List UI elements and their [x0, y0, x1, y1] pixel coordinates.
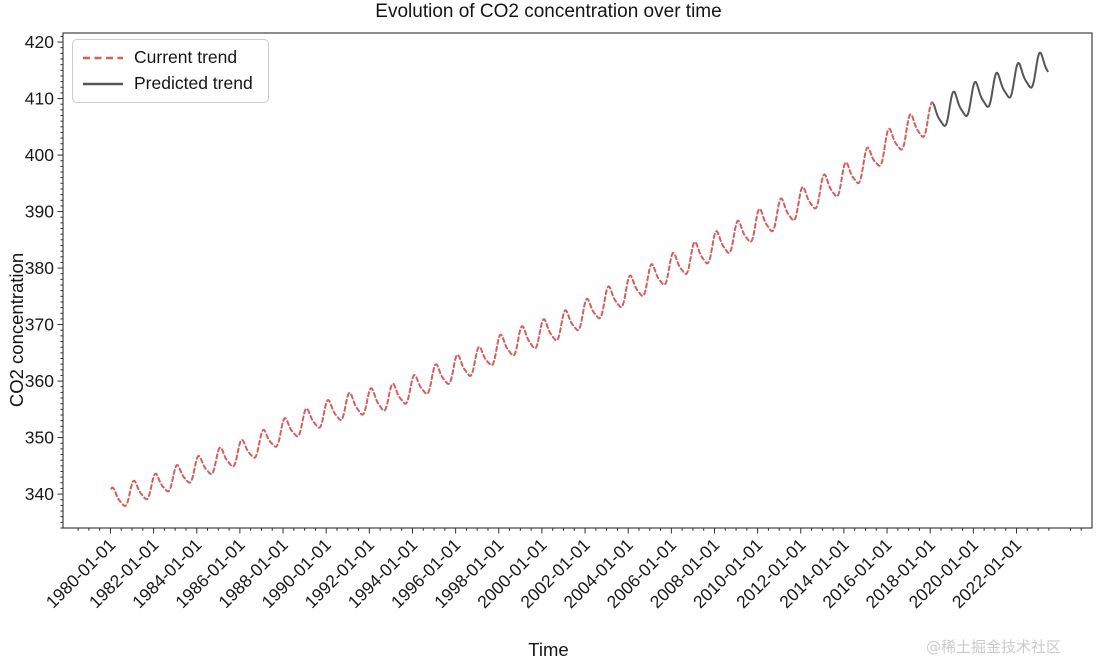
y-tick-label: 420 [25, 32, 54, 52]
watermark: @稀土掘金技术社区 [925, 638, 1061, 656]
current-trend-line [110, 101, 935, 507]
legend: Current trend Predicted trend [72, 39, 269, 103]
legend-item-predicted-trend: Predicted trend [82, 73, 258, 94]
y-axis-label: CO2 concentration [6, 252, 27, 408]
y-tick-label: 400 [25, 145, 54, 165]
legend-item-label: Predicted trend [134, 73, 253, 93]
dashed-line-sample-icon [83, 56, 123, 59]
axis-ticks [57, 35, 1082, 534]
y-tick-label: 340 [25, 484, 54, 504]
y-axis-tick-labels: 340 350 360 370 380 390 400 410 420 [25, 32, 54, 504]
predicted-trend-line [932, 51, 1049, 127]
legend-item-label: Current trend [134, 47, 238, 67]
solid-line-sample-icon [83, 82, 123, 85]
legend-item-current-trend: Current trend [82, 47, 258, 68]
x-axis-tick-labels: 1980-01-011982-01-011984-01-011986-01-01… [42, 535, 1025, 612]
y-tick-label: 390 [25, 202, 54, 222]
chart-title: Evolution of CO2 concentration over time [375, 1, 722, 22]
y-tick-label: 350 [25, 428, 54, 448]
plot-border [62, 32, 1093, 529]
y-tick-label: 360 [25, 371, 54, 391]
y-tick-label: 370 [25, 315, 54, 335]
y-tick-label: 380 [25, 258, 54, 278]
y-tick-label: 410 [25, 89, 54, 109]
x-axis-label: Time [528, 639, 569, 660]
